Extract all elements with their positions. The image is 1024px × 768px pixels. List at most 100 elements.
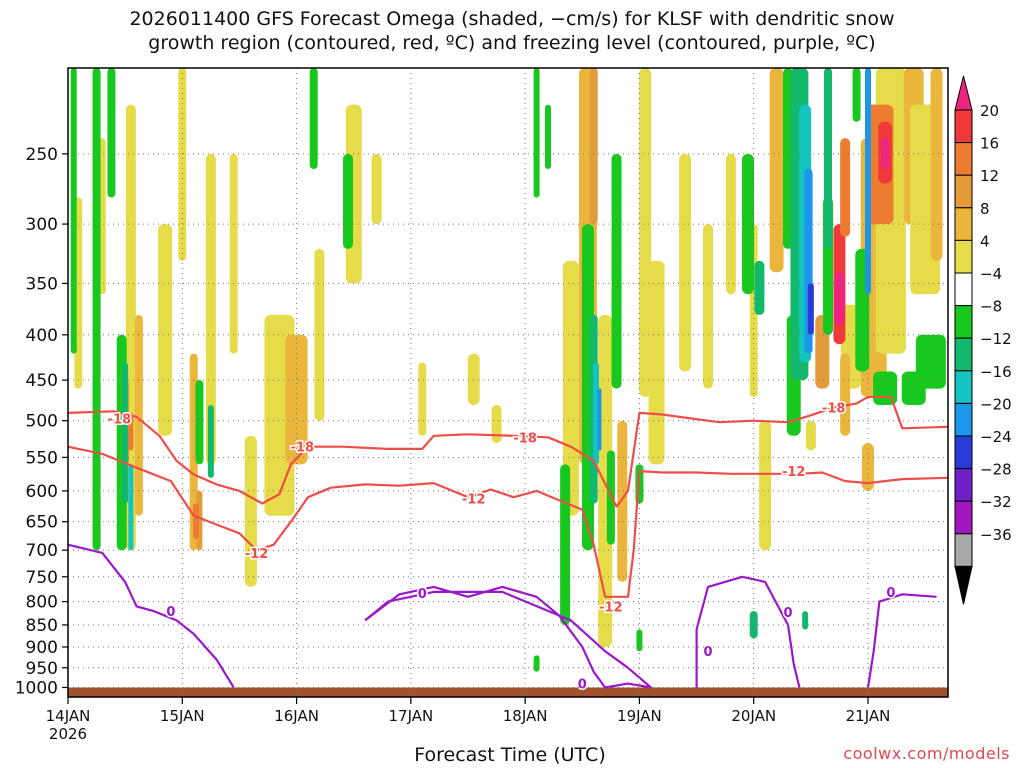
ground-fill xyxy=(68,687,948,697)
contour-label-0-0: 0 xyxy=(166,605,175,620)
omega-positive-patch-37 xyxy=(805,420,816,451)
colorbar-swatch-8 xyxy=(954,337,973,372)
x-year-label: 2026 xyxy=(49,725,87,743)
colorbar-swatch-6 xyxy=(954,272,973,307)
colorbar-swatch-13 xyxy=(954,500,973,535)
x-tick-label-21JAN: 21JAN xyxy=(846,707,891,725)
omega-positive-patch-26 xyxy=(703,224,713,389)
colorbar-label-7: −12 xyxy=(980,330,1012,348)
omega-core-b xyxy=(128,412,134,451)
y-tick-label-800: 800 xyxy=(26,593,58,613)
contour-0-loop-0 xyxy=(364,585,652,689)
y-tick-label-900: 900 xyxy=(26,638,58,658)
omega-negative-patch-30 xyxy=(852,68,861,122)
omega-positive-patch-22 xyxy=(617,420,628,582)
contour-label-0-5: 0 xyxy=(886,586,895,601)
omega-positive-patch-23 xyxy=(639,68,652,397)
omega-positive-patch-5 xyxy=(178,68,187,261)
omega-positive-patch-13 xyxy=(314,248,325,421)
y-tick-label-700: 700 xyxy=(26,541,58,561)
omega-negative-patch-7 xyxy=(207,404,214,478)
contour--12-line xyxy=(67,445,949,598)
omega-negative-patch-21 xyxy=(754,260,765,316)
colorbar-swatch-1 xyxy=(954,109,973,144)
omega-positive-patch-24 xyxy=(648,260,665,465)
y-tick-label-300: 300 xyxy=(26,215,58,235)
axes-layer: 2503003504004505005506006507007508008509… xyxy=(15,67,949,743)
omega-negative-patch-9 xyxy=(343,153,353,249)
omega-core-g xyxy=(881,138,890,169)
contour--18-line xyxy=(67,395,949,508)
omega-positive-patch-17 xyxy=(467,353,480,405)
omega-core-j xyxy=(840,138,851,237)
contour-label--18-0: -18 xyxy=(108,412,132,427)
y-tick-label-650: 650 xyxy=(26,513,58,533)
omega-positive-patch-10 xyxy=(244,435,257,587)
x-tick-label-18JAN: 18JAN xyxy=(503,707,548,725)
contour-label-0-1: 0 xyxy=(418,587,427,602)
omega-positive-patch-36 xyxy=(930,68,943,261)
x-tick-label-20JAN: 20JAN xyxy=(731,707,776,725)
contour-label--12-0: -12 xyxy=(245,547,269,562)
omega-negative-patch-32 xyxy=(873,371,898,405)
y-tick-label-850: 850 xyxy=(26,616,58,636)
x-tick-label-14JAN: 14JAN xyxy=(46,707,91,725)
colorbar-label-10: −24 xyxy=(980,428,1012,446)
contour-label-0-2: 0 xyxy=(578,678,587,693)
y-tick-label-400: 400 xyxy=(26,326,58,346)
omega-negative-patch-39 xyxy=(636,629,643,652)
colorbar-label-6: −8 xyxy=(980,298,1002,316)
omega-negative-patch-5 xyxy=(128,464,134,551)
omega-negative-patch-27 xyxy=(807,283,814,335)
omega-positive-patch-19 xyxy=(562,260,579,516)
colorbar-swatch-10 xyxy=(954,402,973,437)
omega-positive-patch-27 xyxy=(725,153,736,295)
omega-positive-patch-25 xyxy=(679,153,692,372)
omega-negative-patch-4 xyxy=(122,362,129,504)
y-tick-label-600: 600 xyxy=(26,482,58,502)
grid-layer xyxy=(68,68,948,697)
colorbar-swatch-2 xyxy=(954,142,973,176)
contour-label--12-3: -12 xyxy=(782,465,806,480)
colorbar-label-2: 12 xyxy=(980,167,999,185)
omega-positive-patch-29 xyxy=(759,420,772,551)
omega-positive-patch-12 xyxy=(285,334,308,465)
y-tick-label-1000: 1000 xyxy=(15,678,58,698)
contour-label--18-1: -18 xyxy=(291,441,315,456)
omega-core-d xyxy=(589,68,598,225)
colorbar-label-3: 8 xyxy=(980,200,990,218)
omega-positive-patch-38 xyxy=(840,353,851,436)
colorbar-label-12: −32 xyxy=(980,493,1012,511)
contour-0-loop-1 xyxy=(695,575,801,688)
omega-negative-patch-8 xyxy=(309,68,318,169)
y-tick-label-350: 350 xyxy=(26,274,58,294)
contour-0-loop-2 xyxy=(866,593,937,688)
colorbar: 20 16 12 8 4 −4 −8 −12 −16 −20 −24 −28 −32 −36 xyxy=(954,75,1012,605)
omega-negative-patch-34 xyxy=(915,334,946,389)
colorbar-swatch-15 xyxy=(954,565,973,605)
omega-negative-patch-1 xyxy=(92,68,101,551)
contour-label-0-4: 0 xyxy=(783,606,792,621)
colorbar-label-13: −36 xyxy=(980,526,1012,544)
omega-negative-patch-0 xyxy=(70,68,77,354)
omega-shading-layer xyxy=(68,68,948,697)
colorbar-label-4: 4 xyxy=(980,232,990,250)
omega-positive-patch-9 xyxy=(229,153,238,354)
omega-negative-patch-12 xyxy=(560,464,571,625)
y-tick-label-550: 550 xyxy=(26,448,58,468)
colorbar-label-11: −28 xyxy=(980,461,1012,479)
omega-positive-patch-15 xyxy=(371,153,382,225)
colorbar-label-8: −16 xyxy=(980,363,1012,381)
colorbar-swatch-0 xyxy=(954,75,973,111)
contour-label--12-1: -12 xyxy=(462,492,486,507)
colorbar-swatch-9 xyxy=(954,370,973,404)
omega-positive-patch-16 xyxy=(418,362,427,436)
omega-positive-patch-4 xyxy=(158,224,173,436)
credit-link[interactable]: coolwx.com/models xyxy=(843,744,1010,763)
y-tick-label-450: 450 xyxy=(26,371,58,391)
contour-0-line xyxy=(67,543,235,689)
omega-positive-patch-8 xyxy=(205,153,216,465)
colorbar-swatch-3 xyxy=(954,174,973,209)
